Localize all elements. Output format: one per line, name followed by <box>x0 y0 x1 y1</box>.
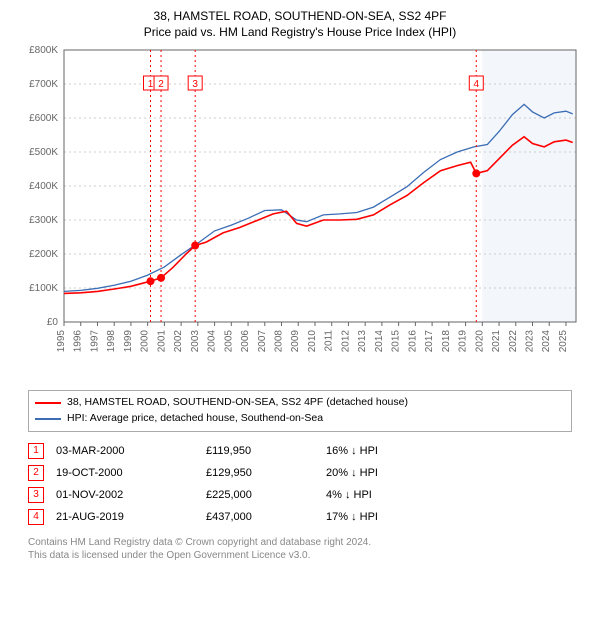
sale-row: 1 03-MAR-2000£119,95016% ↓ HPI <box>28 440 446 462</box>
chart-svg: £0 £100K £200K £300K £400K £500K £600K £700K £80… <box>20 44 580 384</box>
legend-label: HPI: Average price, detached house, Sout… <box>67 411 323 427</box>
sale-marker-badge-num: 1 <box>148 79 154 90</box>
x-tick-label: 2017 <box>424 330 435 353</box>
sale-row-date: 03-MAR-2000 <box>56 440 206 462</box>
x-tick-label: 2021 <box>491 330 502 353</box>
sale-row-date: 19-OCT-2000 <box>56 462 206 484</box>
sale-marker-badge-num: 3 <box>192 79 198 90</box>
legend-label: 38, HAMSTEL ROAD, SOUTHEND-ON-SEA, SS2 4… <box>67 395 408 411</box>
y-tick-label: £100K <box>29 283 58 294</box>
sale-marker-dot <box>147 278 155 286</box>
legend-swatch <box>35 402 61 404</box>
sale-row-badge-cell: 3 <box>28 484 56 506</box>
sale-row: 3 01-NOV-2002£225,0004% ↓ HPI <box>28 484 446 506</box>
x-tick-label: 2009 <box>290 330 301 353</box>
sale-row-diff: 17% ↓ HPI <box>326 506 446 528</box>
title-line2: Price paid vs. HM Land Registry's House … <box>10 24 590 40</box>
x-tick-label: 2001 <box>156 330 167 353</box>
x-tick-label: 2006 <box>240 330 251 353</box>
y-tick-label: £700K <box>29 79 58 90</box>
sale-row-badge-cell: 2 <box>28 462 56 484</box>
sale-row-price: £225,000 <box>206 484 326 506</box>
sale-marker-dot <box>472 170 480 178</box>
sale-row: 4 21-AUG-2019£437,00017% ↓ HPI <box>28 506 446 528</box>
x-tick-label: 2005 <box>223 330 234 353</box>
x-tick-label: 2003 <box>190 330 201 353</box>
sale-row-price: £437,000 <box>206 506 326 528</box>
disclaimer-line1: Contains HM Land Registry data © Crown c… <box>28 536 572 550</box>
legend: 38, HAMSTEL ROAD, SOUTHEND-ON-SEA, SS2 4… <box>28 390 572 432</box>
x-tick-label: 2022 <box>508 330 519 353</box>
x-tick-label: 2018 <box>441 330 452 353</box>
sale-row-date: 01-NOV-2002 <box>56 484 206 506</box>
sale-row-date: 21-AUG-2019 <box>56 506 206 528</box>
disclaimer: Contains HM Land Registry data © Crown c… <box>28 536 572 563</box>
x-tick-label: 2002 <box>173 330 184 353</box>
x-tick-label: 2019 <box>458 330 469 353</box>
x-tick-label: 2013 <box>357 330 368 353</box>
sale-marker-badge-num: 2 <box>158 79 164 90</box>
sale-row-diff: 16% ↓ HPI <box>326 440 446 462</box>
x-tick-label: 1997 <box>89 330 100 353</box>
x-tick-label: 2020 <box>474 330 485 353</box>
y-tick-label: £800K <box>29 45 58 56</box>
x-tick-label: 2012 <box>340 330 351 353</box>
x-tick-label: 2008 <box>274 330 285 353</box>
y-tick-label: £500K <box>29 147 58 158</box>
x-tick-label: 2007 <box>257 330 268 353</box>
y-tick-label: £300K <box>29 215 58 226</box>
x-tick-label: 2024 <box>541 330 552 353</box>
sale-row-badge: 2 <box>28 465 44 481</box>
sale-row-diff: 4% ↓ HPI <box>326 484 446 506</box>
title-line1: 38, HAMSTEL ROAD, SOUTHEND-ON-SEA, SS2 4… <box>10 8 590 24</box>
sale-row-badge: 1 <box>28 443 44 459</box>
x-tick-label: 2015 <box>391 330 402 353</box>
sales-table: 1 03-MAR-2000£119,95016% ↓ HPI 2 19-OCT-200… <box>28 440 572 528</box>
y-tick-label: £400K <box>29 181 58 192</box>
sale-row-price: £129,950 <box>206 462 326 484</box>
sale-row-badge: 4 <box>28 509 44 525</box>
x-tick-label: 2014 <box>374 330 385 353</box>
sale-row-price: £119,950 <box>206 440 326 462</box>
x-tick-label: 2004 <box>207 330 218 353</box>
price-chart: £0 £100K £200K £300K £400K £500K £600K £700K £80… <box>20 44 580 384</box>
x-tick-label: 1999 <box>123 330 134 353</box>
x-tick-label: 1996 <box>73 330 84 353</box>
legend-row: 38, HAMSTEL ROAD, SOUTHEND-ON-SEA, SS2 4… <box>35 395 565 411</box>
y-tick-label: £600K <box>29 113 58 124</box>
x-tick-label: 2000 <box>140 330 151 353</box>
x-tick-label: 2010 <box>307 330 318 353</box>
x-tick-label: 2016 <box>407 330 418 353</box>
sale-row: 2 19-OCT-2000£129,95020% ↓ HPI <box>28 462 446 484</box>
x-tick-label: 2023 <box>524 330 535 353</box>
disclaimer-line2: This data is licensed under the Open Gov… <box>28 549 572 563</box>
sale-marker-badge-num: 4 <box>473 79 479 90</box>
y-tick-label: £200K <box>29 249 58 260</box>
legend-swatch <box>35 418 61 420</box>
chart-title: 38, HAMSTEL ROAD, SOUTHEND-ON-SEA, SS2 4… <box>10 8 590 40</box>
x-tick-label: 2025 <box>558 330 569 353</box>
sale-marker-dot <box>157 274 165 282</box>
sale-row-badge-cell: 4 <box>28 506 56 528</box>
x-tick-label: 2011 <box>324 330 335 352</box>
sale-row-badge: 3 <box>28 487 44 503</box>
sale-row-badge-cell: 1 <box>28 440 56 462</box>
y-tick-label: £0 <box>47 317 59 328</box>
legend-row: HPI: Average price, detached house, Sout… <box>35 411 565 427</box>
sale-row-diff: 20% ↓ HPI <box>326 462 446 484</box>
sale-marker-dot <box>191 242 199 250</box>
x-tick-label: 1995 <box>56 330 67 353</box>
x-tick-label: 1998 <box>106 330 117 353</box>
